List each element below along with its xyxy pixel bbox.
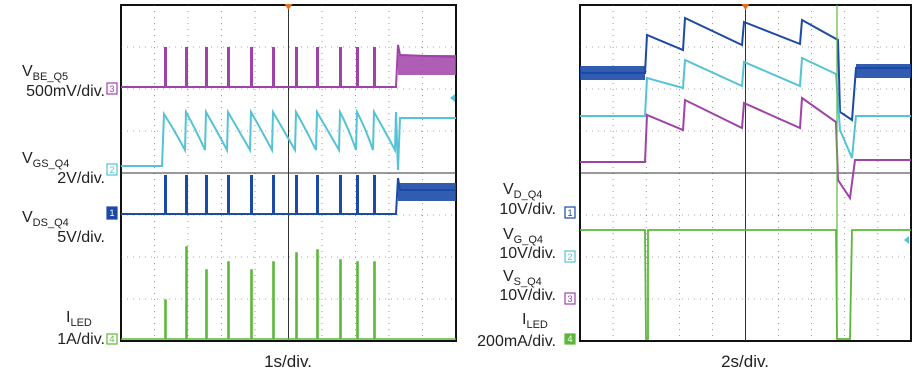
left-channel-labels: VBE_Q5 500mV/div. 3 VGS_Q4 2V/div. 2 VDS…: [22, 63, 118, 348]
right-ch-c-scale: 10V/div.: [499, 287, 556, 304]
left-timebase-label: 1s/div.: [264, 352, 312, 371]
left-trace-vgs: [121, 108, 456, 171]
left-grid: [121, 4, 456, 341]
right-ch-d-scale: 200mA/div.: [477, 333, 556, 350]
right-timebase-label: 2s/div.: [721, 352, 769, 371]
left-scope-panel: [120, 4, 457, 342]
right-ch-d-marker: [564, 333, 576, 345]
right-ch-b-marker: [564, 250, 576, 263]
right-scope-panel: [579, 4, 912, 342]
right-ch-a-id: 1: [567, 208, 572, 218]
left-ch-c-marker: [106, 206, 118, 220]
right-ch-d-id: 4: [567, 334, 572, 344]
right-trace-vd: [580, 16, 911, 122]
right-ch-c-id: 3: [567, 294, 572, 304]
right-ch-a-scale: 10V/div.: [499, 201, 556, 218]
left-ch-c-scale: 5V/div.: [57, 229, 105, 246]
left-trace-vbe: [121, 44, 457, 88]
left-trace-vbe-noise: [398, 55, 456, 75]
left-ch-b-id: 2: [109, 165, 114, 175]
left-trigger-marker: [284, 4, 293, 10]
right-ch-d-name: ILED: [522, 311, 548, 331]
right-trace-vg: [580, 56, 911, 159]
right-grid: [580, 4, 911, 341]
right-trigger-marker: [741, 4, 750, 10]
left-ch-b-scale: 2V/div.: [57, 170, 105, 187]
left-trace-vds: [121, 175, 456, 215]
right-ch-b-scale: 10V/div.: [499, 245, 556, 262]
right-ch-c-name: VS_Q4: [503, 268, 542, 288]
right-trace-vd-noise-b: [856, 64, 911, 78]
left-ch-b-name: VGS_Q4: [22, 150, 69, 170]
left-ch-a-scale: 500mV/div.: [26, 83, 105, 100]
left-ch-d-marker: [106, 333, 118, 345]
left-ch-a-name: VBE_Q5: [22, 63, 68, 83]
right-trace-iled: [580, 229, 911, 340]
right-ch-c-marker: [564, 292, 576, 305]
right-trace-vs: [580, 96, 911, 201]
left-level-marker: [450, 94, 455, 102]
right-channel-labels: VD_Q4 10V/div. 1 VG_Q4 10V/div. 2 VS_Q4 …: [477, 181, 576, 350]
right-trace-vd-noise-a: [580, 66, 645, 80]
right-ch-b-id: 2: [567, 252, 572, 262]
right-ch-a-name: VD_Q4: [503, 181, 542, 201]
right-level-marker: [904, 236, 909, 244]
right-ch-b-name: VG_Q4: [503, 226, 543, 246]
left-trace-iled: [121, 246, 456, 340]
left-trace-vds-noise: [398, 183, 456, 201]
left-traces: [121, 44, 457, 340]
left-ch-b-marker: [106, 163, 118, 176]
left-ch-a-id: 3: [109, 84, 114, 94]
right-traces: [580, 5, 911, 340]
left-ch-d-scale: 1A/div.: [57, 331, 105, 348]
left-ch-a-marker: [106, 82, 118, 95]
left-ch-d-id: 4: [109, 334, 114, 344]
left-ch-c-id: 1: [109, 208, 114, 218]
right-ch-a-marker: [564, 206, 576, 219]
left-ch-d-name: ILED: [66, 309, 92, 329]
left-ch-c-name: VDS_Q4: [22, 209, 69, 229]
